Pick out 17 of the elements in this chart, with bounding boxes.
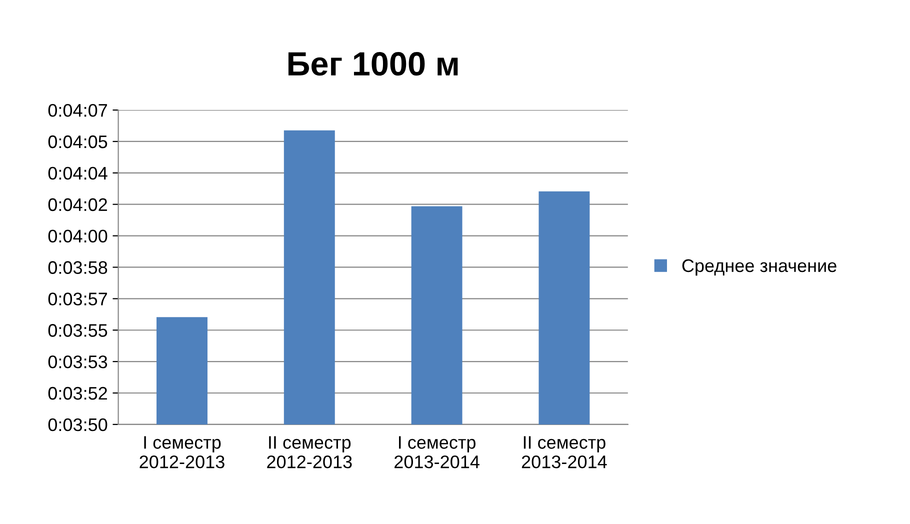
y-tick-label: 0:03:50 <box>48 418 108 432</box>
chart-title: Бег 1000 м <box>288 52 458 76</box>
y-tick-label: 0:03:57 <box>48 292 107 306</box>
y-tick-label: 0:04:07 <box>48 104 107 117</box>
y-tick-label: 0:03:58 <box>48 261 108 274</box>
y-tick-label: 0:03:55 <box>48 324 108 337</box>
x-tick-label: I семестр 2013-2014 <box>394 436 480 468</box>
y-tick-label: 0:03:52 <box>48 386 107 400</box>
legend-label: Среднее значение <box>682 259 836 276</box>
y-tick-label: 0:03:53 <box>48 355 108 368</box>
y-tick-label: 0:04:00 <box>48 230 108 243</box>
x-tick-label: I семестр 2012-2013 <box>140 436 224 468</box>
y-tick-label: 0:04:02 <box>48 198 107 212</box>
y-tick-label: 0:04:05 <box>48 135 108 148</box>
y-tick-label: 0:04:04 <box>48 166 108 180</box>
x-tick-label: II семестр 2012-2013 <box>267 436 352 468</box>
x-tick-label: II семестр 2013-2014 <box>522 436 607 468</box>
